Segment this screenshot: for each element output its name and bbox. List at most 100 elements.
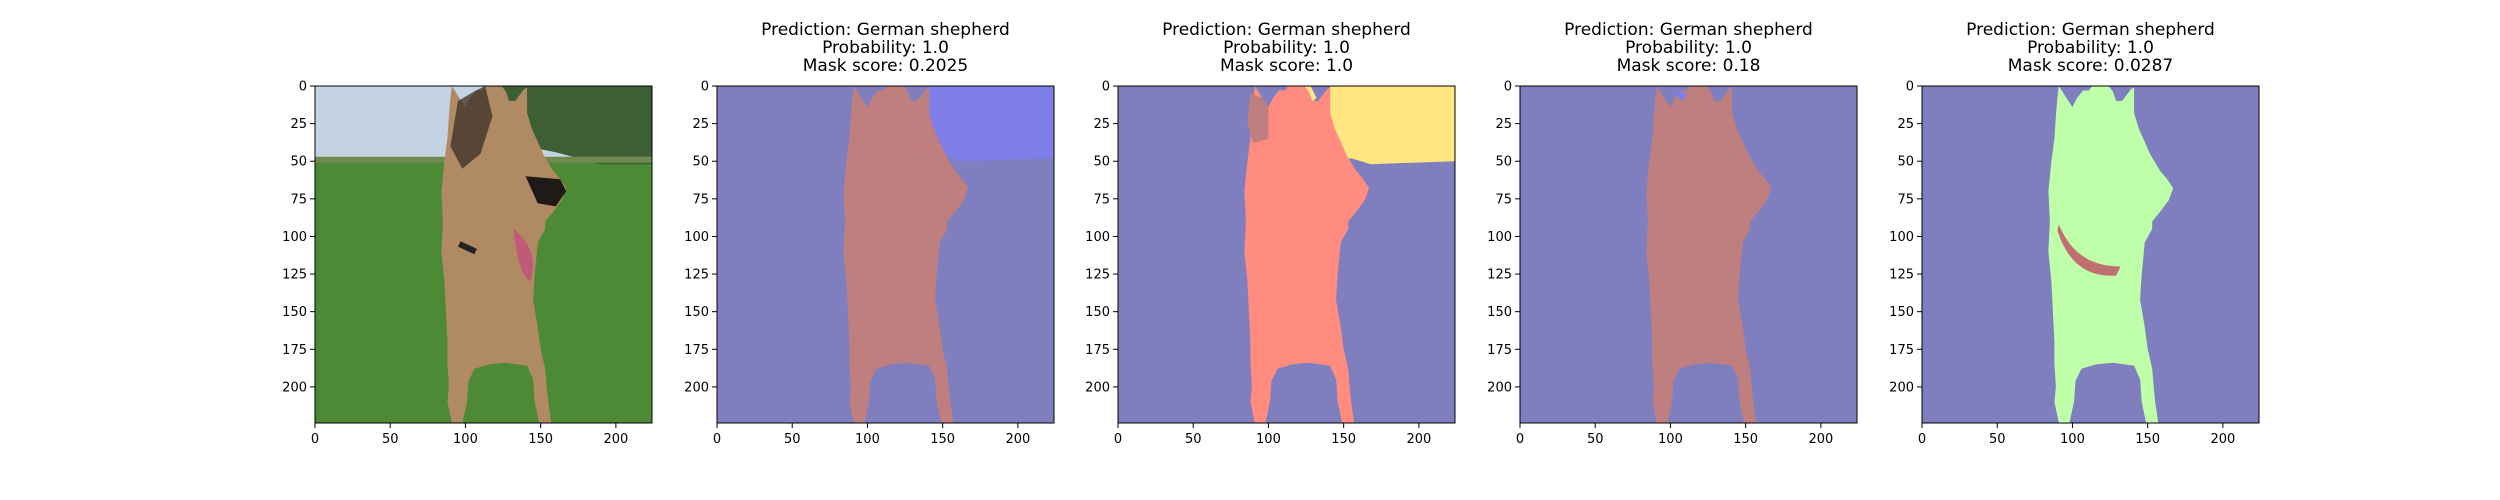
panel-title-line: Mask score: 0.2025 xyxy=(803,56,968,76)
y-tick-label: 50 xyxy=(290,155,307,170)
x-tick-label: 200 xyxy=(2210,432,2235,447)
panel-title-line: Probability: 1.0 xyxy=(2027,38,2154,58)
y-tick-label: 125 xyxy=(1889,268,1914,283)
dog-collar xyxy=(458,241,477,255)
image-area xyxy=(717,86,1054,423)
y-tick-label: 150 xyxy=(684,305,709,320)
y-tick-label: 150 xyxy=(1085,305,1110,320)
x-tick-label: 200 xyxy=(1005,432,1030,447)
mask-region-dog xyxy=(1646,86,1772,423)
panel-title-line: Probability: 1.0 xyxy=(822,38,949,58)
panel-5: 0 50 100 150 200 0 25 50 75 100 125 150 175 200 Predic… xyxy=(1889,20,2260,447)
y-tick-label: 100 xyxy=(684,230,709,245)
axes-frame xyxy=(716,85,1055,424)
panel-3: 0 50 100 150 200 0 25 50 75 100 125 150 175 200 Predic… xyxy=(1085,20,1456,447)
mask-region-sky xyxy=(929,86,1054,162)
y-tick-label: 150 xyxy=(1889,305,1914,320)
y-tick-label: 0 xyxy=(1906,80,1914,95)
y-tick-label: 125 xyxy=(1085,268,1110,283)
panel-title-line: Mask score: 1.0 xyxy=(1220,56,1353,76)
panel-4: 0 50 100 150 200 0 25 50 75 100 125 150 175 200 Predic… xyxy=(1487,20,1858,447)
y-tick-label: 50 xyxy=(1093,155,1110,170)
y-tick-label: 50 xyxy=(692,155,709,170)
dog-tongue xyxy=(513,228,534,282)
y-tick-label: 175 xyxy=(1889,343,1914,358)
y-tick-label: 200 xyxy=(684,380,709,395)
y-tick-label: 25 xyxy=(1495,117,1512,132)
y-tick-label: 0 xyxy=(1504,80,1512,95)
y-tick-label: 200 xyxy=(1889,380,1914,395)
y-tick-label: 75 xyxy=(290,192,307,207)
panel-title-line: Probability: 1.0 xyxy=(1223,38,1350,58)
x-tick-label: 100 xyxy=(1658,432,1683,447)
image-area xyxy=(1520,86,1857,423)
axes-frame xyxy=(1117,85,1456,424)
panel-title-line: Prediction: German shepherd xyxy=(1162,20,1411,40)
y-tick-label: 100 xyxy=(1487,230,1512,245)
x-tick-label: 0 xyxy=(1918,432,1926,447)
y-tick-label: 75 xyxy=(1495,192,1512,207)
panel-title-line: Prediction: German shepherd xyxy=(1564,20,1813,40)
y-tick-label: 75 xyxy=(1897,192,1914,207)
panel-title-line: Prediction: German shepherd xyxy=(1966,20,2215,40)
x-tick-label: 200 xyxy=(603,432,628,447)
y-tick-label: 150 xyxy=(1487,305,1512,320)
panel-title-line: Probability: 1.0 xyxy=(1625,38,1752,58)
y-tick-label: 125 xyxy=(282,268,307,283)
x-tick-label: 0 xyxy=(1516,432,1524,447)
x-tick-label: 150 xyxy=(930,432,955,447)
x-tick-label: 200 xyxy=(1808,432,1833,447)
y-tick-label: 50 xyxy=(1897,155,1914,170)
y-tick-label: 100 xyxy=(1085,230,1110,245)
axes-frame xyxy=(314,85,653,424)
dog-nose xyxy=(525,176,567,207)
x-tick-label: 150 xyxy=(2135,432,2160,447)
panel-2: 0 50 100 150 200 0 25 50 75 100 125 150 175 200 Predic… xyxy=(684,20,1055,447)
x-tick-label: 150 xyxy=(1733,432,1758,447)
mask-region-yellow xyxy=(1330,86,1455,165)
x-tick-label: 50 xyxy=(1989,432,2006,447)
y-tick-label: 50 xyxy=(1495,155,1512,170)
x-tick-label: 50 xyxy=(1185,432,1202,447)
y-tick-label: 0 xyxy=(701,80,709,95)
x-tick-label: 150 xyxy=(1331,432,1356,447)
mask-region-dog xyxy=(1244,86,1370,423)
y-tick-label: 25 xyxy=(1897,117,1914,132)
image-area xyxy=(315,86,652,423)
y-tick-label: 100 xyxy=(1889,230,1914,245)
mask-region-tongue xyxy=(2057,224,2121,276)
panel-1: 0 50 100 150 200 0 25 50 75 100 125 150 175 200 xyxy=(282,80,653,447)
x-tick-label: 100 xyxy=(1256,432,1281,447)
y-tick-label: 75 xyxy=(692,192,709,207)
dog-body xyxy=(441,86,567,423)
y-tick-label: 125 xyxy=(684,268,709,283)
y-tick-label: 25 xyxy=(1093,117,1110,132)
y-tick-label: 175 xyxy=(684,343,709,358)
y-tick-label: 150 xyxy=(282,305,307,320)
y-tick-label: 0 xyxy=(1102,80,1110,95)
y-tick-label: 200 xyxy=(1487,380,1512,395)
y-tick-label: 175 xyxy=(282,343,307,358)
y-tick-label: 125 xyxy=(1487,268,1512,283)
x-tick-label: 0 xyxy=(311,432,319,447)
x-tick-label: 150 xyxy=(528,432,553,447)
y-tick-label: 175 xyxy=(1487,343,1512,358)
axes-frame xyxy=(1519,85,1858,424)
x-tick-label: 50 xyxy=(382,432,399,447)
x-tick-label: 50 xyxy=(1587,432,1604,447)
y-tick-label: 75 xyxy=(1093,192,1110,207)
axes-frame xyxy=(1921,85,2260,424)
panel-title-line: Mask score: 0.0287 xyxy=(2008,56,2173,76)
y-tick-label: 25 xyxy=(692,117,709,132)
x-tick-label: 0 xyxy=(713,432,721,447)
panel-title-line: Prediction: German shepherd xyxy=(761,20,1010,40)
panel-title-line: Mask score: 0.18 xyxy=(1617,56,1761,76)
y-tick-label: 175 xyxy=(1085,343,1110,358)
y-tick-label: 200 xyxy=(282,380,307,395)
x-tick-label: 0 xyxy=(1114,432,1122,447)
x-tick-label: 50 xyxy=(784,432,801,447)
x-tick-label: 100 xyxy=(2060,432,2085,447)
y-tick-label: 100 xyxy=(282,230,307,245)
image-area xyxy=(1118,86,1455,423)
